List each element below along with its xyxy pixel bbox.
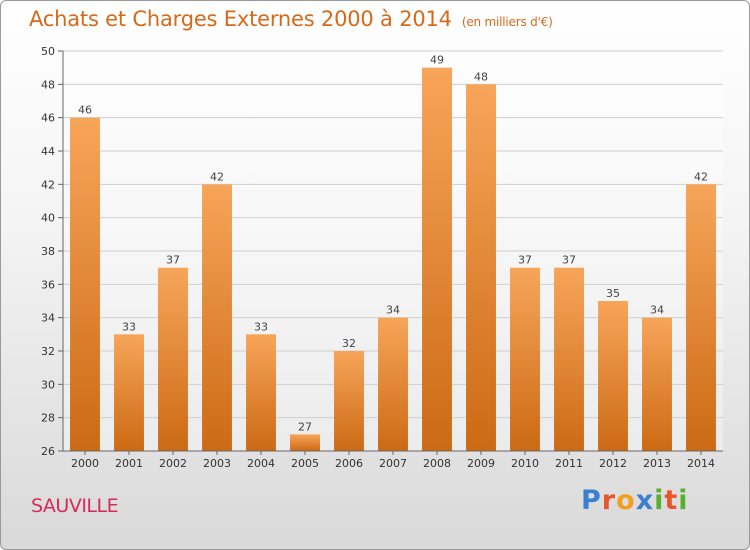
proxiti-logo: Proxiti (581, 485, 689, 516)
y-tick-label: 44 (41, 145, 55, 158)
x-tick-label: 2014 (687, 457, 715, 470)
bar-2003 (202, 184, 232, 452)
bar-2000 (70, 117, 100, 452)
data-label-2010: 37 (518, 254, 532, 267)
x-tick-label: 2000 (71, 457, 99, 470)
y-tick-label: 38 (41, 245, 55, 258)
bar-2004 (246, 334, 276, 451)
commune-name: SAUVILLE (31, 495, 119, 517)
bar-2013 (642, 317, 672, 451)
data-label-2011: 37 (562, 254, 576, 267)
axes: 26 28 30 32 34 36 38 40 42 44 46 48 50 2000 2001 2002 20… (41, 45, 723, 470)
x-tick-label: 2003 (203, 457, 231, 470)
bar-2006 (334, 351, 364, 451)
bar-2001 (114, 334, 144, 451)
logo-letter: t (664, 485, 679, 516)
chart-subtitle: (en milliers d'€) (461, 15, 553, 29)
x-tick-label: 2004 (247, 457, 275, 470)
x-tick-label: 2002 (159, 457, 187, 470)
data-label-2006: 32 (342, 337, 356, 350)
x-tick-label: 2009 (467, 457, 495, 470)
bar-2005 (290, 434, 320, 451)
bar-2011 (554, 267, 584, 451)
logo-letter: i (678, 485, 689, 516)
x-tick-label: 2006 (335, 457, 363, 470)
data-label-2007: 34 (386, 304, 400, 317)
y-tick-label: 32 (41, 345, 55, 358)
x-tick-label: 2007 (379, 457, 407, 470)
logo-letter: o (616, 485, 636, 516)
y-tick-label: 36 (41, 278, 55, 291)
data-label-2000: 46 (78, 104, 92, 117)
data-label-2004: 33 (254, 320, 268, 333)
y-tick-label: 50 (41, 45, 55, 58)
data-label-2009: 48 (474, 70, 488, 83)
x-tick-label: 2011 (555, 457, 583, 470)
x-tick-label: 2013 (643, 457, 671, 470)
x-tick-label: 2010 (511, 457, 539, 470)
y-tick-label: 40 (41, 212, 55, 225)
data-label-2005: 27 (298, 420, 312, 433)
x-tick-label: 2005 (291, 457, 319, 470)
chart-title: Achats et Charges Externes 2000 à 2014 (e… (29, 7, 553, 31)
y-tick-label: 28 (41, 412, 55, 425)
data-label-2008: 49 (430, 54, 444, 67)
y-tick-label: 42 (41, 178, 55, 191)
bar-2014 (686, 184, 716, 452)
data-label-2012: 35 (606, 287, 620, 300)
bar-2008 (422, 67, 452, 452)
y-tick-label: 34 (41, 312, 55, 325)
bar-2007 (378, 317, 408, 451)
x-tick-label: 2012 (599, 457, 627, 470)
bar-2010 (510, 267, 540, 451)
logo-letter: i (654, 485, 665, 516)
bar-2009 (466, 84, 496, 451)
data-label-2002: 37 (166, 254, 180, 267)
data-label-2014: 42 (694, 170, 708, 183)
chart-title-text: Achats et Charges Externes 2000 à 2014 (29, 7, 452, 31)
logo-letter: x (635, 485, 655, 516)
bars: 46 33 37 42 33 27 32 34 49 48 37 37 35 34 42 (70, 54, 716, 452)
x-tick-label: 2008 (423, 457, 451, 470)
data-label-2003: 42 (210, 170, 224, 183)
bar-2012 (598, 301, 628, 451)
x-tick-label: 2001 (115, 457, 143, 470)
logo-letter: P (581, 485, 602, 516)
y-tick-label: 46 (41, 112, 55, 125)
bar-2002 (158, 267, 188, 451)
y-tick-label: 48 (41, 78, 55, 91)
data-label-2013: 34 (650, 304, 664, 317)
logo-letter: r (601, 485, 617, 516)
y-tick-label: 26 (41, 445, 55, 458)
y-tick-label: 30 (41, 378, 55, 391)
data-label-2001: 33 (122, 320, 136, 333)
